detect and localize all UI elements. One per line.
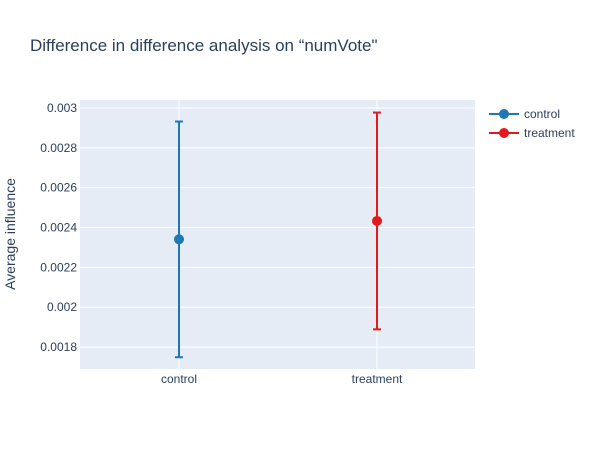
series-layer [174, 111, 382, 359]
plot-area [80, 100, 475, 369]
y-tick-label: 0.0018 [40, 340, 77, 354]
y-tick-label: 0.0028 [40, 141, 77, 155]
y-tick-label: 0.0022 [40, 260, 77, 274]
y-tick-label: 0.0026 [40, 181, 77, 195]
y-tick-label: 0.0024 [40, 221, 77, 235]
data-point-control [174, 234, 184, 245]
y-tick-label: 0.002 [47, 300, 77, 314]
legend-marker-treatment [499, 128, 509, 138]
data-point-treatment [372, 215, 382, 226]
legend-label-control: control [524, 107, 560, 121]
legend[interactable]: control treatment [489, 107, 575, 140]
x-tick-label: treatment [352, 372, 403, 386]
x-axis-ticks: control treatment [161, 372, 403, 386]
legend-item-control[interactable]: control [489, 107, 560, 121]
y-tick-label: 0.003 [47, 101, 77, 115]
series-control [174, 120, 184, 359]
y-axis-title: Average influence [2, 178, 18, 290]
legend-marker-control [499, 109, 509, 119]
x-tick-label: control [161, 372, 197, 386]
series-treatment [372, 111, 382, 331]
y-axis-ticks: 0.0018 0.002 0.0022 0.0024 0.0026 0.0028 0.003 [40, 101, 77, 354]
chart-title: Difference in difference analysis on “nu… [30, 36, 378, 55]
legend-label-treatment: treatment [524, 126, 575, 140]
legend-item-treatment[interactable]: treatment [489, 126, 575, 140]
